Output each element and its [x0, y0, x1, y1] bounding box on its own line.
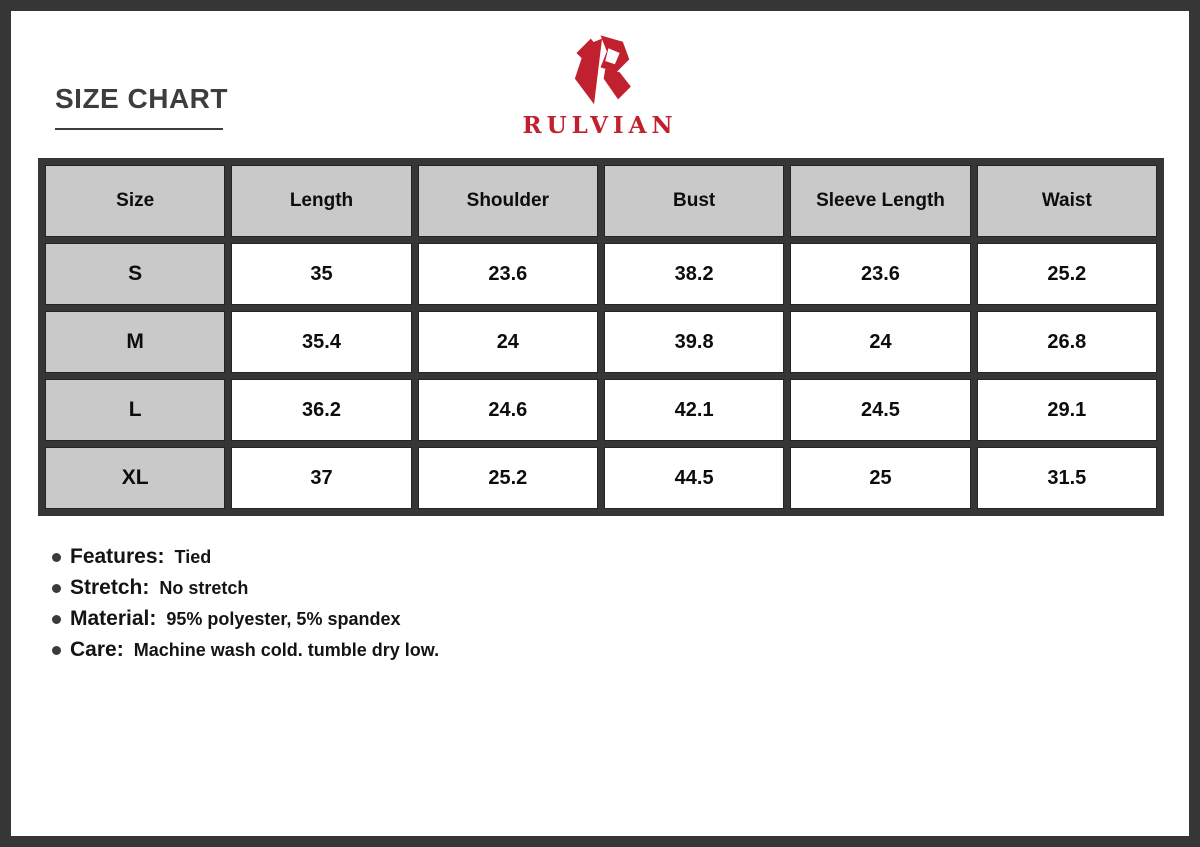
value-cell: 38.2: [604, 244, 784, 304]
value-cell: 26.8: [977, 312, 1156, 372]
detail-value: Tied: [174, 547, 212, 567]
bullet-icon: [52, 583, 61, 593]
value-cell: 36.2: [232, 380, 411, 440]
table-row-l: L 36.2 24.6 42.1 24.5 29.1: [46, 380, 1156, 440]
value-cell: 39.8: [604, 312, 784, 372]
detail-value: 95% polyester, 5% spandex: [166, 609, 401, 629]
size-cell: M: [46, 312, 225, 372]
value-cell: 24: [418, 312, 597, 372]
detail-label: Care:: [70, 638, 124, 661]
value-cell: 44.5: [604, 448, 784, 508]
table-row-s: S 35 23.6 38.2 23.6 25.2: [46, 244, 1156, 304]
value-cell: 23.6: [418, 244, 597, 304]
size-cell: S: [46, 244, 225, 304]
page-title: SIZE CHART: [55, 83, 228, 114]
size-table: Size Length Shoulder Bust Sleeve Length …: [38, 158, 1164, 516]
title-block: SIZE CHART: [55, 83, 228, 130]
product-details-list: Features: Tied Stretch: No stretch Mater…: [52, 545, 439, 669]
detail-item-material: Material: 95% polyester, 5% spandex: [52, 607, 439, 631]
value-cell: 24.5: [791, 380, 970, 440]
detail-item-care: Care: Machine wash cold. tumble dry low.: [52, 638, 439, 662]
value-cell: 35.4: [232, 312, 411, 372]
value-cell: 35: [232, 244, 411, 304]
bullet-icon: [52, 645, 61, 655]
size-table-wrap: Size Length Shoulder Bust Sleeve Length …: [38, 158, 1164, 516]
brand-logo: RULVIAN: [522, 29, 677, 139]
header-cell-size: Size: [46, 166, 225, 236]
detail-label: Features:: [70, 545, 165, 568]
value-cell: 31.5: [977, 448, 1156, 508]
detail-item-stretch: Stretch: No stretch: [52, 576, 439, 600]
rulvian-r-mark-icon: [574, 35, 631, 105]
value-cell: 25: [791, 448, 970, 508]
bullet-icon: [52, 614, 61, 624]
value-cell: 42.1: [604, 380, 784, 440]
header-cell-length: Length: [232, 166, 411, 236]
table-header-row: Size Length Shoulder Bust Sleeve Length …: [46, 166, 1156, 236]
detail-label: Stretch:: [70, 576, 150, 599]
table-row-xl: XL 37 25.2 44.5 25 31.5: [46, 448, 1156, 508]
table-row-m: M 35.4 24 39.8 24 26.8: [46, 312, 1156, 372]
value-cell: 24.6: [418, 380, 597, 440]
detail-item-features: Features: Tied: [52, 545, 439, 569]
value-cell: 24: [791, 312, 970, 372]
header-cell-waist: Waist: [977, 166, 1156, 236]
detail-value: No stretch: [159, 578, 249, 598]
value-cell: 25.2: [418, 448, 597, 508]
header-cell-sleeve-length: Sleeve Length: [791, 166, 970, 236]
value-cell: 23.6: [791, 244, 970, 304]
size-cell: L: [46, 380, 225, 440]
detail-value: Machine wash cold. tumble dry low.: [133, 640, 440, 660]
bullet-icon: [52, 552, 61, 562]
header-cell-bust: Bust: [604, 166, 784, 236]
brand-wordmark: RULVIAN: [522, 112, 678, 139]
value-cell: 37: [232, 448, 411, 508]
title-underline: [55, 128, 223, 130]
detail-label: Material:: [70, 607, 157, 630]
header-cell-shoulder: Shoulder: [418, 166, 597, 236]
value-cell: 25.2: [977, 244, 1156, 304]
size-cell: XL: [46, 448, 225, 508]
value-cell: 29.1: [977, 380, 1156, 440]
